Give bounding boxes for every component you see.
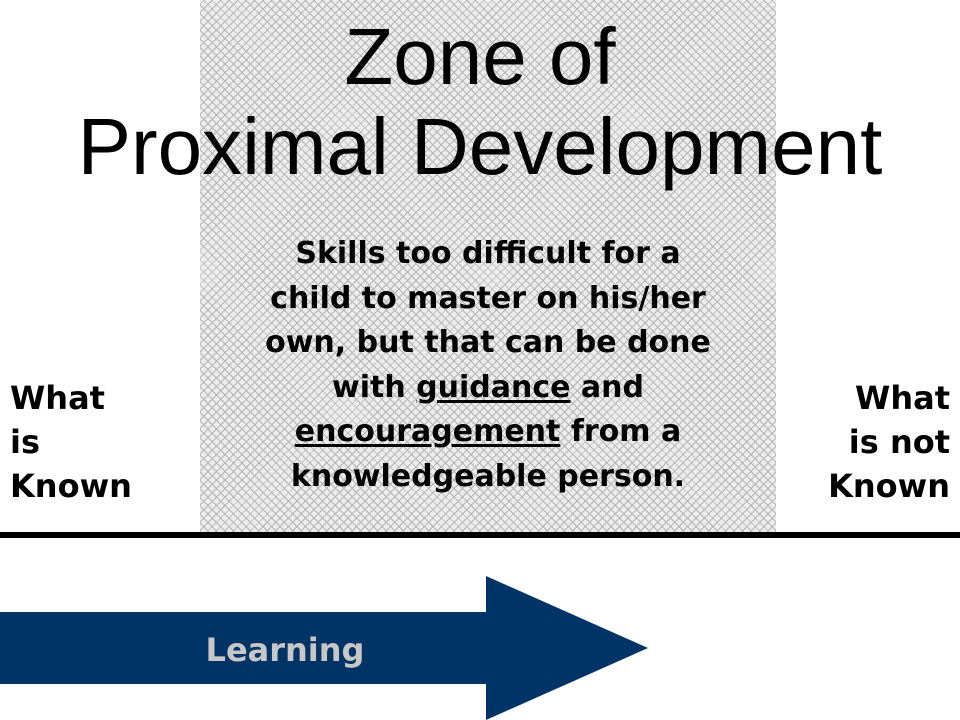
not-known-line-1: What [855, 379, 950, 417]
known-line-2: is [10, 423, 41, 461]
zone-description: Skills too difficult for a child to mast… [222, 232, 754, 499]
description-line-3: own, but that can be done [265, 325, 711, 360]
slide-title: Zone of Proximal Development [0, 12, 960, 192]
title-line-2: Proximal Development [77, 102, 883, 191]
learning-arrow-icon [0, 576, 648, 720]
description-line-1: Skills too difficult for a [295, 236, 681, 271]
what-is-not-known-label: What is not Known [828, 376, 950, 508]
not-known-line-3: Known [828, 467, 950, 505]
learning-arrow-shape [0, 576, 648, 720]
zone-of-proximal-development-region [200, 0, 776, 532]
description-line-2: child to master on his/her [270, 280, 706, 316]
description-line-6: knowledgeable person. [290, 458, 686, 494]
divider-line [0, 532, 960, 538]
description-line-4-suffix: and [570, 369, 644, 405]
not-known-line-2: is not [848, 423, 950, 461]
learning-label: Learning [205, 631, 365, 669]
known-line-1: What [10, 379, 105, 417]
what-is-known-label: What is Known [10, 376, 132, 508]
known-line-3: Known [10, 467, 132, 505]
description-line-4-prefix: with [332, 369, 417, 405]
encouragement-underlined: encouragement [294, 414, 561, 449]
title-line-1: Zone of [344, 12, 616, 101]
description-line-5-suffix: from a [560, 414, 682, 449]
guidance-underlined: guidance [416, 369, 571, 405]
